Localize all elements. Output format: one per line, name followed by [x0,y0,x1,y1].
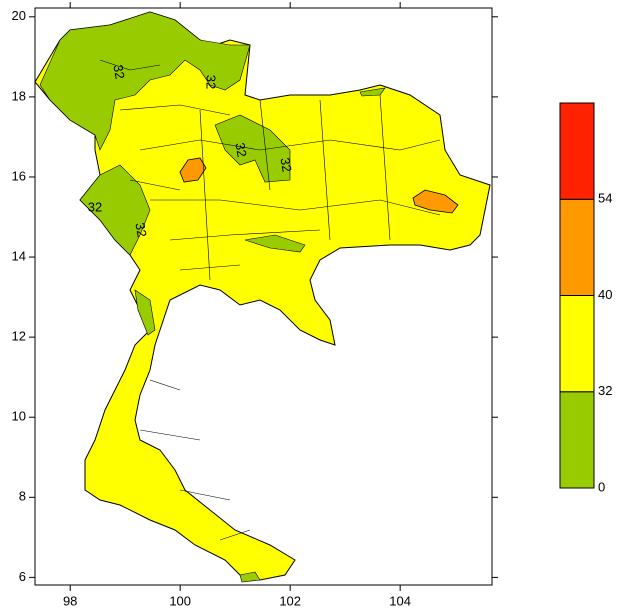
y-tick-label: 20 [12,8,26,23]
x-tick-label: 102 [279,593,301,608]
y-tick-label: 10 [12,409,26,424]
contour-label: 32 [232,141,249,158]
contour-label: 32 [110,63,127,80]
colorbar-segment [559,391,595,489]
contour-label: 32 [88,199,102,214]
country-shape [34,11,491,581]
province-borders [99,59,441,541]
orange-zone [179,157,207,183]
plot-frame [34,7,493,586]
green-zone [244,234,306,253]
y-tick-label: 14 [12,248,26,263]
contour-label: 32 [277,156,294,173]
colorbar-label: 40 [598,287,612,302]
axes: 98 100 102 104 6 8 10 12 14 16 18 20 [12,2,498,608]
orange-zone [412,189,459,214]
x-tick-label: 100 [169,593,191,608]
y-tick-label: 8 [19,489,26,504]
colorbar-segment [559,198,595,296]
y-tick-label: 16 [12,168,26,183]
colorbar: 0 32 40 54 [559,102,612,494]
colorbar-label: 0 [598,479,605,494]
colorbar-segment [559,102,595,200]
green-zone [39,11,251,151]
y-tick-label: 18 [12,88,26,103]
colorbar-segment [559,295,595,393]
green-zone [79,164,151,256]
contour-label: 32 [132,221,149,238]
x-tick-label: 104 [389,593,411,608]
contour-label: 32 [204,75,219,89]
country [34,11,491,583]
green-zone [134,289,156,336]
y-tick-label: 6 [19,569,26,584]
contour-labels: 32 32 32 32 32 32 [88,63,295,238]
colorbar-label: 54 [598,191,612,206]
green-zone [239,571,261,583]
colorbar-label: 32 [598,383,612,398]
y-tick-label: 12 [12,329,26,344]
x-tick-label: 98 [63,593,77,608]
